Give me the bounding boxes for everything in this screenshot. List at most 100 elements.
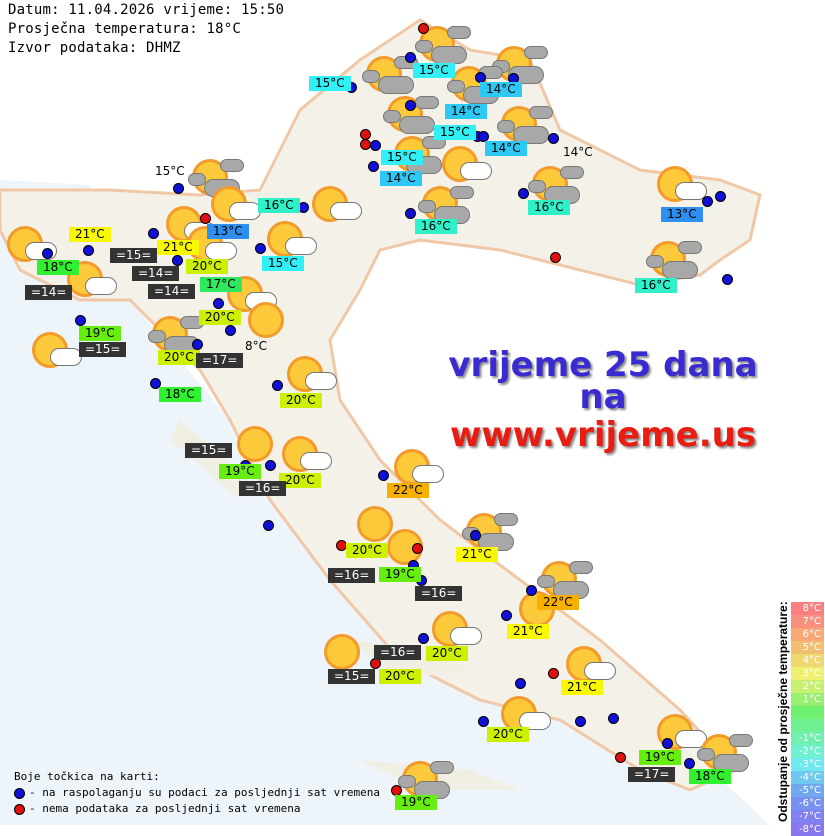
blue-dot-icon [14, 787, 25, 799]
sun-gray-clouds-icon [188, 155, 244, 199]
station-dot-available[interactable] [684, 758, 695, 769]
sun-white-cloud-icon [283, 352, 337, 396]
station-dot-available[interactable] [515, 678, 526, 689]
station-dot-available[interactable] [368, 161, 379, 172]
scale-step: -2°C [791, 745, 824, 758]
promo-url-link[interactable]: www.vrijeme.us [449, 415, 757, 455]
station-dot-available[interactable] [378, 470, 389, 481]
station-dot-available[interactable] [501, 610, 512, 621]
sun-white-cloud-icon [28, 328, 82, 372]
station-temperature-label: 16°C [415, 219, 457, 234]
data-source-line: Izvor podataka: DHMZ [8, 40, 181, 56]
station-dot-available[interactable] [518, 188, 529, 199]
station-dot-available[interactable] [478, 131, 489, 142]
legend-nodata-text: - nema podataka za posljednji sat vremen… [29, 802, 301, 815]
legend-title: Boje točkica na karti: [14, 770, 160, 783]
scale-step: 5°C [791, 641, 824, 654]
station-dot-available[interactable] [42, 248, 53, 259]
station-temperature-label: 15°C [155, 164, 185, 178]
station-dot-available[interactable] [405, 52, 416, 63]
station-temperature-label: 13°C [207, 224, 249, 239]
station-dot-no-data[interactable] [412, 543, 423, 554]
sun-gray-clouds-icon [415, 22, 471, 66]
station-dot-available[interactable] [225, 325, 236, 336]
station-dot-available[interactable] [405, 208, 416, 219]
sun-white-cloud-icon [390, 445, 444, 489]
promo-line-2: na [579, 377, 627, 417]
station-dot-available[interactable] [150, 378, 161, 389]
station-dot-available[interactable] [548, 133, 559, 144]
average-temperature-line: Prosječna temperatura: 18°C [8, 21, 241, 37]
station-dot-available[interactable] [478, 716, 489, 727]
sun-gray-clouds-icon [497, 102, 553, 146]
scale-step: 1°C [791, 693, 824, 706]
station-dot-available[interactable] [213, 298, 224, 309]
station-dot-available[interactable] [75, 315, 86, 326]
station-dot-available[interactable] [83, 245, 94, 256]
station-dot-available[interactable] [172, 255, 183, 266]
station-dot-available[interactable] [148, 228, 159, 239]
station-dot-no-data[interactable] [418, 23, 429, 34]
station-temperature-label: 14°C [563, 145, 593, 159]
sun-white-cloud-icon [497, 692, 551, 736]
sea-temperature-label: =15= [328, 669, 376, 684]
station-dot-no-data[interactable] [200, 213, 211, 224]
sun-icon [353, 502, 407, 546]
island [360, 760, 520, 790]
station-dot-available[interactable] [263, 520, 274, 531]
station-temperature-label: 20°C [158, 350, 200, 365]
station-temperature-label: 14°C [485, 141, 527, 156]
station-temperature-label: 20°C [426, 646, 468, 661]
station-dot-no-data[interactable] [615, 752, 626, 763]
station-temperature-label: 15°C [381, 150, 423, 165]
station-temperature-label: 19°C [79, 326, 121, 341]
station-dot-available[interactable] [722, 274, 733, 285]
station-dot-available[interactable] [192, 339, 203, 350]
sea-temperature-label: =16= [374, 645, 422, 660]
station-dot-available[interactable] [418, 633, 429, 644]
date-time-line: Datum: 11.04.2026 vrijeme: 15:50 [8, 2, 285, 18]
scale-step [791, 719, 824, 732]
sun-icon [320, 630, 374, 674]
station-dot-available[interactable] [470, 530, 481, 541]
legend-ok-text: - na raspolaganju su podaci za posljednj… [29, 786, 380, 799]
sea-temperature-label: =14= [25, 285, 73, 300]
station-temperature-label: 13°C [661, 207, 703, 222]
station-temperature-label: 18°C [689, 769, 731, 784]
station-temperature-label: 20°C [379, 669, 421, 684]
station-temperature-label: 22°C [387, 483, 429, 498]
sun-gray-clouds-icon [398, 757, 454, 801]
station-dot-available[interactable] [608, 713, 619, 724]
scale-step: -6°C [791, 797, 824, 810]
sea-temperature-label: =17= [628, 767, 676, 782]
station-dot-available[interactable] [255, 243, 266, 254]
station-dot-available[interactable] [265, 460, 276, 471]
station-dot-available[interactable] [526, 585, 537, 596]
red-dot-icon [14, 803, 25, 815]
sun-gray-clouds-icon [148, 312, 204, 356]
sun-white-cloud-icon [428, 607, 482, 651]
scale-step: 3°C [791, 667, 824, 680]
station-dot-available[interactable] [575, 716, 586, 727]
station-dot-available[interactable] [662, 738, 673, 749]
scale-step [791, 706, 824, 719]
scale-step: 7°C [791, 615, 824, 628]
sun-icon [244, 298, 298, 342]
station-temperature-label: 18°C [159, 387, 201, 402]
station-dot-available[interactable] [370, 140, 381, 151]
scale-step: -7°C [791, 810, 824, 823]
station-dot-available[interactable] [405, 100, 416, 111]
sea-temperature-label: =16= [328, 568, 376, 583]
station-dot-no-data[interactable] [548, 668, 559, 679]
station-dot-available[interactable] [702, 196, 713, 207]
station-temperature-label: 21°C [561, 680, 603, 695]
sun-white-cloud-icon [308, 182, 362, 226]
station-dot-available[interactable] [272, 380, 283, 391]
sea-temperature-label: =15= [185, 443, 233, 458]
station-dot-available[interactable] [173, 183, 184, 194]
station-dot-no-data[interactable] [550, 252, 561, 263]
station-temperature-label: 20°C [346, 543, 388, 558]
sea-temperature-label: =15= [79, 342, 127, 357]
station-temperature-label: 19°C [395, 795, 437, 810]
station-dot-available[interactable] [715, 191, 726, 202]
